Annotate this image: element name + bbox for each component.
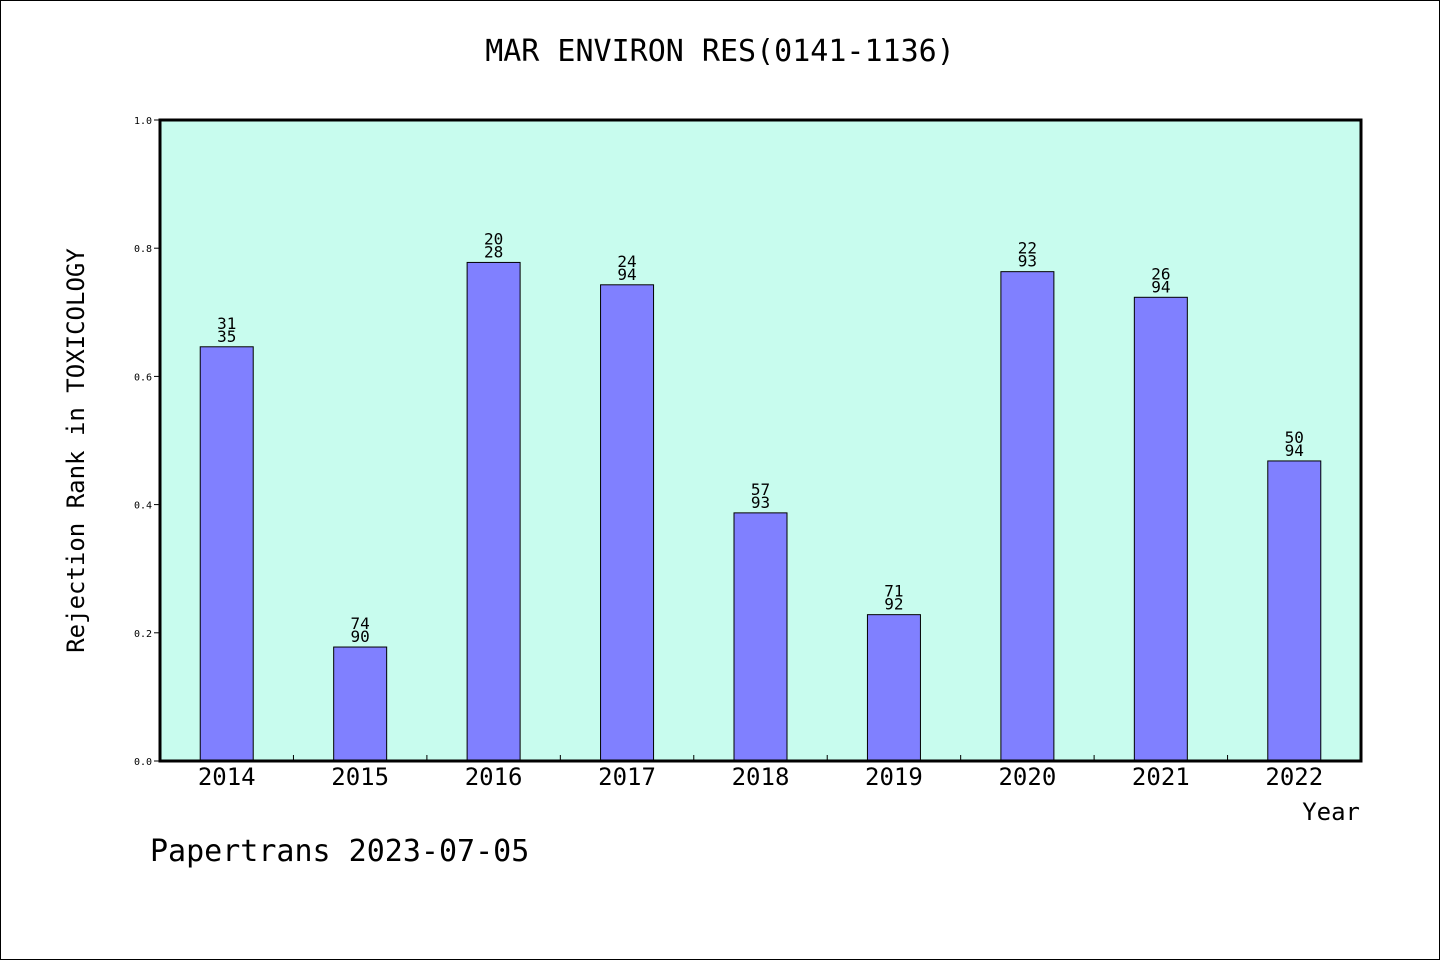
data-label-rank-2019: 71 xyxy=(884,582,903,601)
data-label-total-2016: 28 xyxy=(484,242,503,261)
data-label-rank-2022: 50 xyxy=(1285,428,1304,447)
x-tick-label-2017: 2017 xyxy=(598,763,656,791)
y-tick-label: 0.8 xyxy=(134,244,152,255)
x-tick-label-2020: 2020 xyxy=(998,763,1056,791)
bars-group xyxy=(199,261,1322,762)
x-tick-label-2022: 2022 xyxy=(1265,763,1323,791)
bar-2019 xyxy=(866,614,921,762)
chart-title: MAR ENVIRON RES(0141-1136) xyxy=(485,34,955,69)
data-label-rank-2021: 26 xyxy=(1151,264,1170,283)
data-label-rank-2017: 24 xyxy=(617,252,636,271)
bar-2014 xyxy=(199,346,254,762)
y-tick-label: 1.0 xyxy=(134,116,152,127)
x-tick-label-2021: 2021 xyxy=(1132,763,1190,791)
data-label-total-2020: 93 xyxy=(1018,252,1037,271)
x-tick-label-2015: 2015 xyxy=(331,763,389,791)
x-tick-label-2019: 2019 xyxy=(865,763,923,791)
data-label-total-2022: 94 xyxy=(1285,441,1304,460)
y-tick-label: 0.4 xyxy=(134,501,152,512)
data-label-rank-2014: 31 xyxy=(217,314,236,333)
data-label-total-2019: 92 xyxy=(884,595,903,614)
x-tick-label-2016: 2016 xyxy=(465,763,523,791)
x-axis-ticks: 2014 2015 2016 2017 2018 2019 2020 2021 2022 xyxy=(198,755,1323,791)
y-tick-label: 0.6 xyxy=(134,372,152,383)
y-tick-label: 0.2 xyxy=(134,629,152,640)
bar-2015 xyxy=(333,646,388,762)
y-axis-ticks: 0.0 0.2 0.4 0.6 0.8 1.0 xyxy=(134,116,160,768)
plot-border xyxy=(158,118,1363,763)
y-axis-label: Rejection Rank in TOXICOLOGY xyxy=(62,248,90,653)
data-label-total-2018: 93 xyxy=(751,493,770,512)
bar-2021 xyxy=(1133,296,1188,762)
data-label-rank-2020: 22 xyxy=(1018,239,1037,258)
bar-2020 xyxy=(1000,271,1055,762)
data-label-rank-2018: 57 xyxy=(751,480,770,499)
x-tick-label-2018: 2018 xyxy=(732,763,790,791)
data-label-rank-2016: 20 xyxy=(484,229,503,248)
bar-2018 xyxy=(733,512,788,762)
x-tick-label-2014: 2014 xyxy=(198,763,256,791)
data-label-total-2021: 94 xyxy=(1151,277,1170,296)
bar-2016 xyxy=(466,261,521,762)
bar-2017 xyxy=(600,284,655,762)
data-label-total-2014: 35 xyxy=(217,327,236,346)
x-axis-label: Year xyxy=(1302,798,1360,826)
footer-note: Papertrans 2023-07-05 xyxy=(150,834,530,869)
data-label-rank-2015: 74 xyxy=(351,614,370,633)
bar-2022 xyxy=(1267,460,1322,762)
data-label-total-2017: 94 xyxy=(617,265,636,284)
y-tick-label: 0.0 xyxy=(134,757,152,768)
data-label-total-2015: 90 xyxy=(351,627,370,646)
